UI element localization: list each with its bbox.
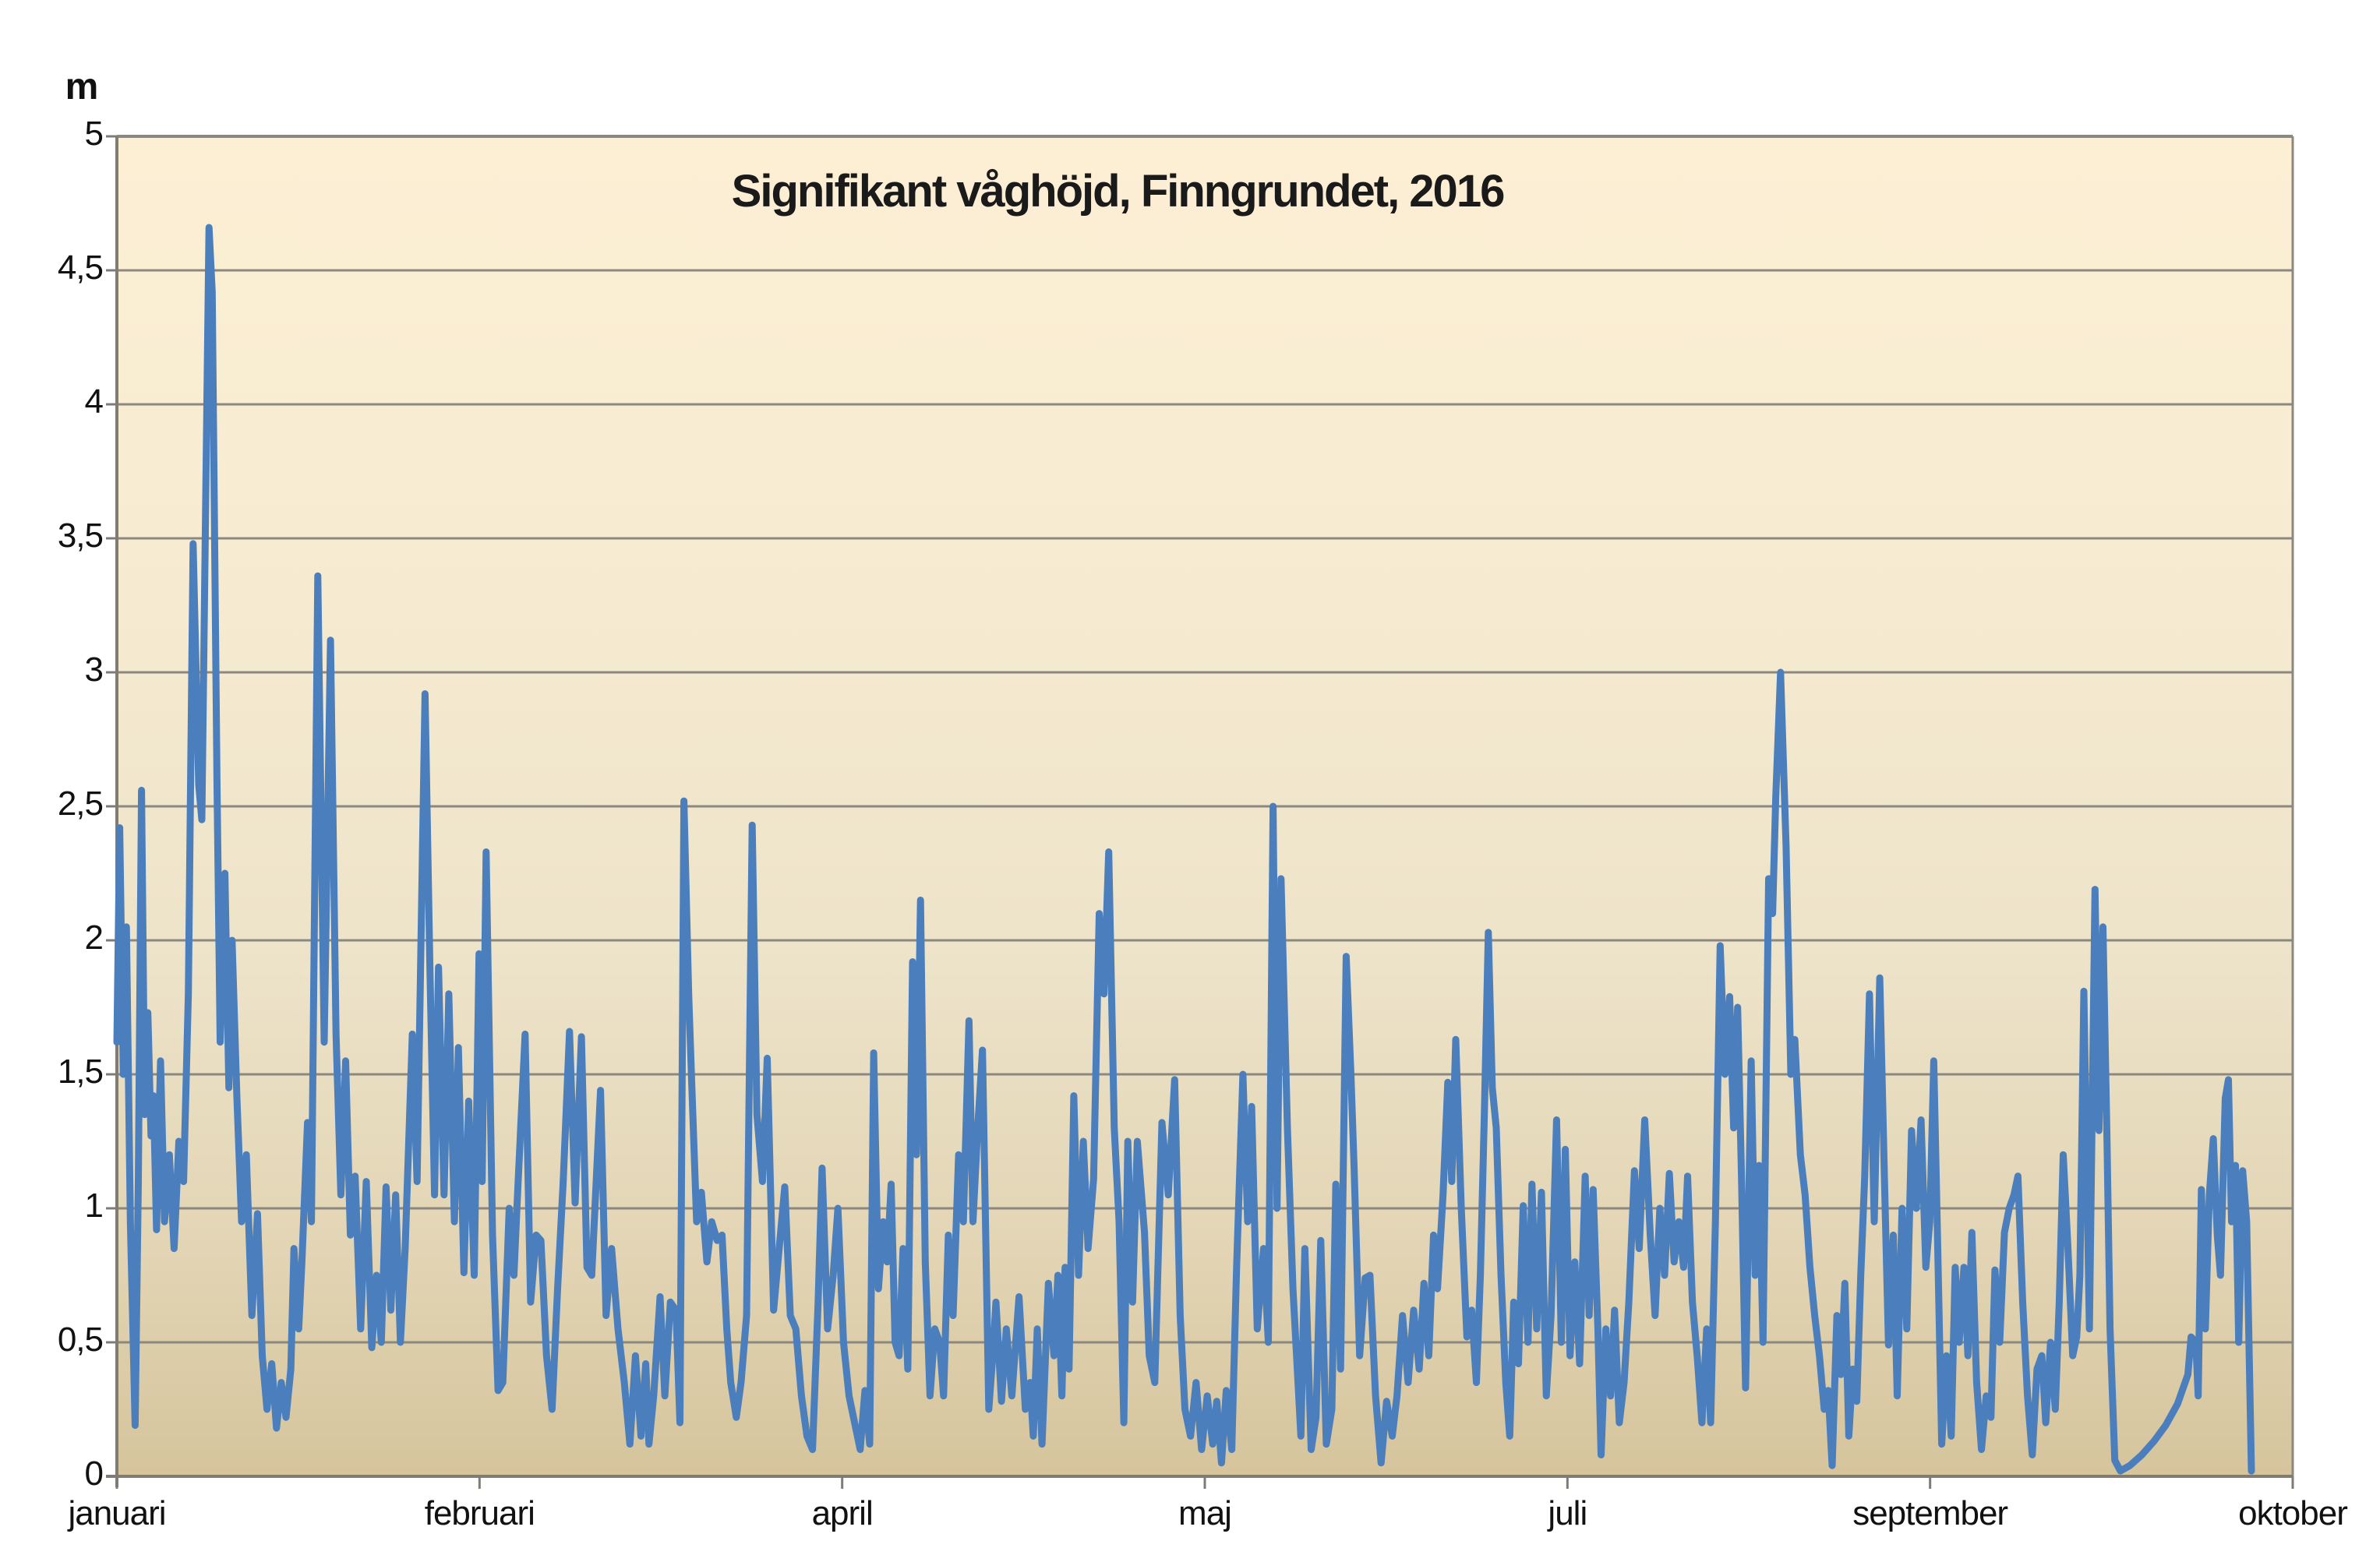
y-tick-label: 3: [84, 651, 104, 689]
y-tick-label: 1,5: [57, 1053, 104, 1091]
wave-height-line: [113, 224, 2255, 1475]
y-tick-label: 4: [84, 383, 104, 421]
y-tick-label: 5: [84, 115, 104, 153]
y-tick-label: 0,5: [57, 1321, 104, 1359]
y-tick-label: 2,5: [57, 785, 104, 823]
x-tick-label: juli: [1548, 1494, 1587, 1532]
x-tick-label: januari: [68, 1494, 166, 1532]
chart-title: Signifikant våghöjd, Finngrundet, 2016: [731, 166, 1506, 217]
y-tick-label: 2: [84, 919, 104, 957]
y-tick-label: 4,5: [57, 249, 104, 287]
x-tick-label: oktober: [2238, 1494, 2348, 1532]
y-tick-label: 0: [84, 1455, 104, 1493]
y-axis-unit-label: m: [65, 66, 99, 108]
x-tick-label: maj: [1178, 1494, 1232, 1532]
x-tick-label: september: [1852, 1494, 2008, 1532]
x-tick-label: februari: [424, 1494, 535, 1532]
x-tick-label: april: [811, 1494, 874, 1532]
y-tick-label: 1: [84, 1187, 104, 1225]
y-tick-label: 3,5: [57, 517, 104, 555]
